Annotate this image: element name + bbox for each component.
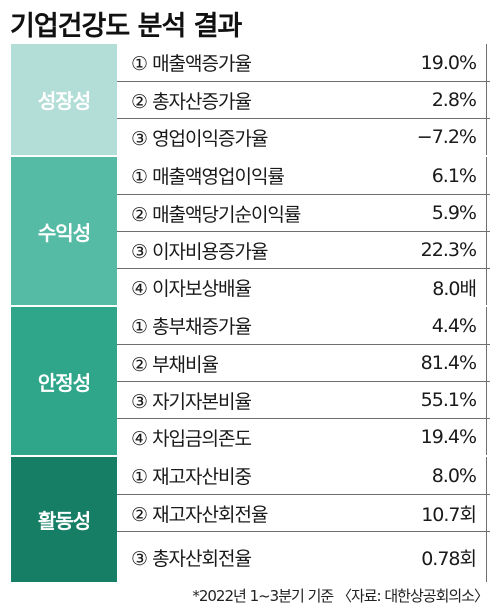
row-value: 8.0배 bbox=[432, 277, 477, 300]
column-divider bbox=[486, 345, 487, 381]
table-row: ② 재고자산회전율 10.7회 bbox=[117, 494, 490, 531]
table-row: ③ 이자비용증가율 22.3% bbox=[117, 231, 490, 268]
group-growth: 성장성 ① 매출액증가율 19.0% ② 총자산증가율 2.8% ③ 영업이익증… bbox=[11, 44, 490, 155]
row-label: ① 매출액증가율 bbox=[131, 53, 252, 75]
row-label: ③ 자기자본비율 bbox=[131, 390, 252, 413]
group-separator bbox=[117, 305, 490, 307]
column-divider bbox=[486, 419, 487, 455]
column-divider bbox=[486, 157, 487, 194]
row-label: ② 총자산증가율 bbox=[131, 90, 252, 113]
row-label: ② 재고자산회전율 bbox=[131, 503, 268, 526]
category-growth: 성장성 bbox=[11, 44, 117, 155]
column-divider bbox=[486, 232, 487, 268]
row-label: ③ 이자비용증가율 bbox=[131, 240, 268, 263]
table-row: ③ 총자산회전율 0.78회 bbox=[117, 531, 490, 582]
row-value: 2.8% bbox=[431, 89, 477, 111]
row-value: 8.0% bbox=[431, 464, 477, 487]
column-divider bbox=[486, 44, 487, 81]
row-label: ④ 차입금의존도 bbox=[131, 427, 252, 450]
page-title: 기업건강도 분석 결과 bbox=[10, 11, 242, 42]
table-row: ④ 차입금의존도 19.4% bbox=[117, 418, 490, 455]
row-value: 5.9% bbox=[431, 202, 477, 224]
row-label: ② 부채비율 bbox=[131, 353, 219, 376]
group-separator bbox=[117, 155, 490, 157]
column-divider bbox=[486, 119, 487, 155]
row-value: 19.4% bbox=[420, 426, 477, 448]
row-label: ① 총부채증가율 bbox=[131, 316, 252, 338]
group-activity: 활동성 ① 재고자산비중 8.0% ② 재고자산회전율 10.7회 ③ 총자산회… bbox=[11, 457, 490, 582]
table-row: ② 부채비율 81.4% bbox=[117, 344, 490, 381]
group-stability: 안정성 ① 총부채증가율 4.4% ② 부채비율 81.4% ③ 자기자본비율 … bbox=[11, 307, 490, 455]
table-row: ① 매출액증가율 19.0% bbox=[117, 44, 490, 81]
category-profitability: 수익성 bbox=[11, 157, 117, 305]
row-value: 6.1% bbox=[431, 164, 477, 187]
source-footnote: *2022년 1~3분기 기준 〈자료: 대한상공회의소〉 bbox=[192, 587, 489, 605]
category-stability: 안정성 bbox=[11, 307, 117, 455]
group-profitability: 수익성 ① 매출액영업이익률 6.1% ② 매출액당기순이익률 5.9% ③ 이… bbox=[11, 157, 490, 305]
table-row: ③ 자기자본비율 55.1% bbox=[117, 381, 490, 418]
row-value: 19.0% bbox=[420, 51, 477, 74]
row-label: ② 매출액당기순이익률 bbox=[131, 203, 301, 226]
row-value: 4.4% bbox=[431, 314, 477, 337]
row-label: ③ 영업이익증가율 bbox=[131, 127, 268, 150]
column-divider bbox=[486, 457, 487, 494]
row-label: ① 매출액영업이익률 bbox=[131, 166, 285, 188]
column-divider bbox=[486, 307, 487, 344]
row-value: 0.78회 bbox=[421, 547, 477, 570]
row-value: 10.7회 bbox=[421, 503, 477, 526]
table-row: ① 재고자산비중 8.0% bbox=[117, 457, 490, 494]
table-row: ① 매출액영업이익률 6.1% bbox=[117, 157, 490, 194]
column-divider bbox=[486, 382, 487, 418]
analysis-table: 성장성 ① 매출액증가율 19.0% ② 총자산증가율 2.8% ③ 영업이익증… bbox=[11, 44, 490, 582]
row-label: ① 재고자산비중 bbox=[131, 466, 252, 488]
column-divider bbox=[486, 82, 487, 118]
column-divider bbox=[486, 532, 487, 582]
row-value: −7.2% bbox=[416, 126, 477, 148]
row-value: 81.4% bbox=[420, 352, 477, 374]
table-row: ③ 영업이익증가율 −7.2% bbox=[117, 118, 490, 155]
table-row: ④ 이자보상배율 8.0배 bbox=[117, 268, 490, 305]
column-divider bbox=[486, 495, 487, 531]
row-value: 55.1% bbox=[420, 389, 477, 411]
category-activity: 활동성 bbox=[11, 457, 117, 582]
row-value: 22.3% bbox=[420, 239, 477, 261]
table-row: ① 총부채증가율 4.4% bbox=[117, 307, 490, 344]
column-divider bbox=[486, 195, 487, 231]
column-divider bbox=[486, 269, 487, 305]
group-separator bbox=[117, 455, 490, 457]
table-row: ② 총자산증가율 2.8% bbox=[117, 81, 490, 118]
table-row: ② 매출액당기순이익률 5.9% bbox=[117, 194, 490, 231]
row-label: ③ 총자산회전율 bbox=[131, 547, 252, 570]
row-label: ④ 이자보상배율 bbox=[131, 277, 252, 300]
